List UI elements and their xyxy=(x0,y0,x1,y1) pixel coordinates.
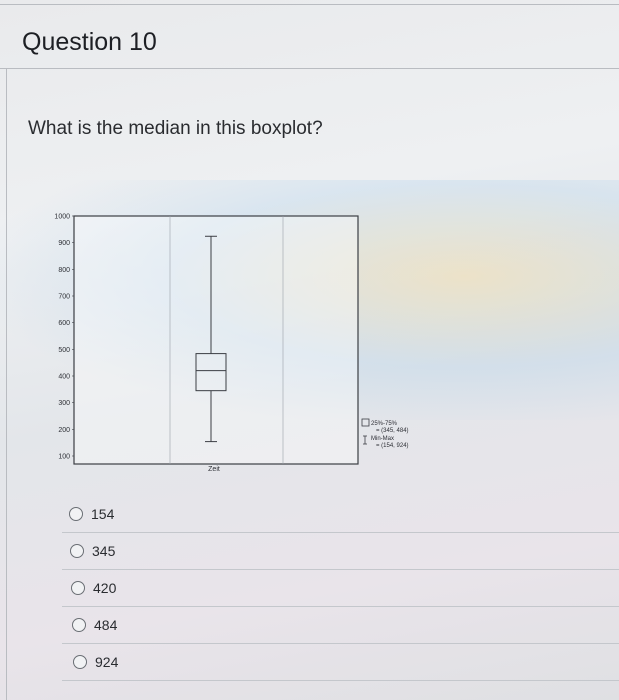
option-label: 924 xyxy=(95,654,119,670)
radio-button[interactable] xyxy=(72,618,86,632)
title-divider xyxy=(0,68,619,69)
legend-label: 25%-75% xyxy=(371,421,398,427)
answer-option-3[interactable]: 420 xyxy=(0,571,619,607)
legend-label: Min-Max xyxy=(371,436,394,442)
radio-button[interactable] xyxy=(73,655,87,669)
y-tick-label: 700 xyxy=(58,294,70,301)
boxplot-svg: 1000 900 800 700 600 500 400 300 200 100 Zeit 25%-7… xyxy=(54,214,409,474)
option-label: 154 xyxy=(91,506,115,522)
radio-button[interactable] xyxy=(69,507,83,521)
boxplot-chart: 1000 900 800 700 600 500 400 300 200 100 Zeit 25%-7… xyxy=(30,205,450,480)
y-tick-label: 600 xyxy=(58,320,70,327)
y-tick-label: 100 xyxy=(58,454,70,461)
question-title: Question 10 xyxy=(22,28,157,56)
option-label: 420 xyxy=(93,580,117,596)
y-tick-label: 400 xyxy=(58,374,70,381)
frame-left-border xyxy=(6,68,7,700)
option-divider xyxy=(62,643,619,644)
y-tick-label: 1000 xyxy=(54,214,70,221)
option-label: 345 xyxy=(92,543,116,559)
option-divider xyxy=(62,680,619,681)
answer-option-4[interactable]: 484 xyxy=(0,608,619,644)
option-divider xyxy=(62,532,619,533)
y-tick-label: 500 xyxy=(58,347,70,354)
frame-top-border xyxy=(0,4,619,5)
question-prompt: What is the median in this boxplot? xyxy=(28,118,323,139)
iqr-box xyxy=(195,353,227,392)
x-category-label: Zeit xyxy=(208,466,220,473)
plot-area xyxy=(73,215,359,465)
y-tick-label: 200 xyxy=(58,427,70,434)
radio-button[interactable] xyxy=(71,581,85,595)
option-label: 484 xyxy=(94,617,118,633)
option-divider xyxy=(62,606,619,607)
y-tick-label: 900 xyxy=(58,240,70,247)
radio-button[interactable] xyxy=(70,544,84,558)
y-tick-label: 800 xyxy=(58,267,70,274)
y-tick-label: 300 xyxy=(58,400,70,407)
legend-value: = (345, 484) xyxy=(376,428,409,434)
answer-option-2[interactable]: 345 xyxy=(0,534,619,570)
legend-value: = (154, 924) xyxy=(376,443,409,449)
option-divider xyxy=(62,569,619,570)
legend-box-icon xyxy=(361,418,370,427)
answer-option-1[interactable]: 154 xyxy=(0,497,619,533)
answer-option-5[interactable]: 924 xyxy=(0,645,619,681)
